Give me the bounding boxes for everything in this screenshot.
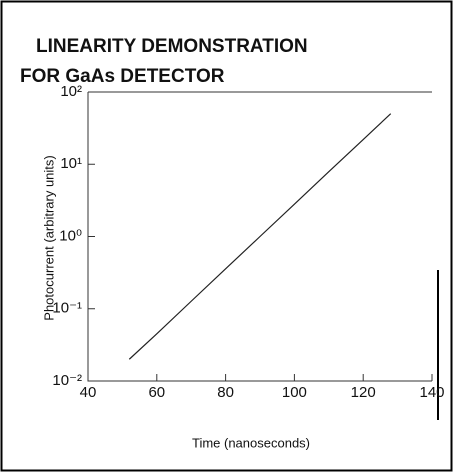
chart-title: LINEARITY DEMONSTRATION bbox=[36, 36, 308, 57]
y-tick-label: 10⁻² bbox=[52, 372, 82, 389]
x-tick-label: 60 bbox=[148, 384, 165, 401]
x-tick-label: 100 bbox=[282, 384, 307, 401]
x-tick-label: 40 bbox=[80, 384, 97, 401]
y-tick-label: 10⁰ bbox=[59, 227, 82, 244]
data-line bbox=[128, 113, 392, 360]
x-tick-label: 140 bbox=[419, 384, 444, 401]
x-tick-label: 120 bbox=[351, 384, 376, 401]
y-tick-label: 10⁻¹ bbox=[52, 300, 82, 317]
x-axis-label: Time (nanoseconds) bbox=[192, 435, 310, 450]
x-tick-label: 80 bbox=[217, 384, 234, 401]
chart-title: FOR GaAs DETECTOR bbox=[20, 66, 225, 87]
y-tick-label: 10¹ bbox=[60, 155, 82, 172]
y-axis-label: Photocurrent (arbitrary units) bbox=[41, 155, 56, 320]
y-tick-label: 10² bbox=[60, 83, 82, 100]
